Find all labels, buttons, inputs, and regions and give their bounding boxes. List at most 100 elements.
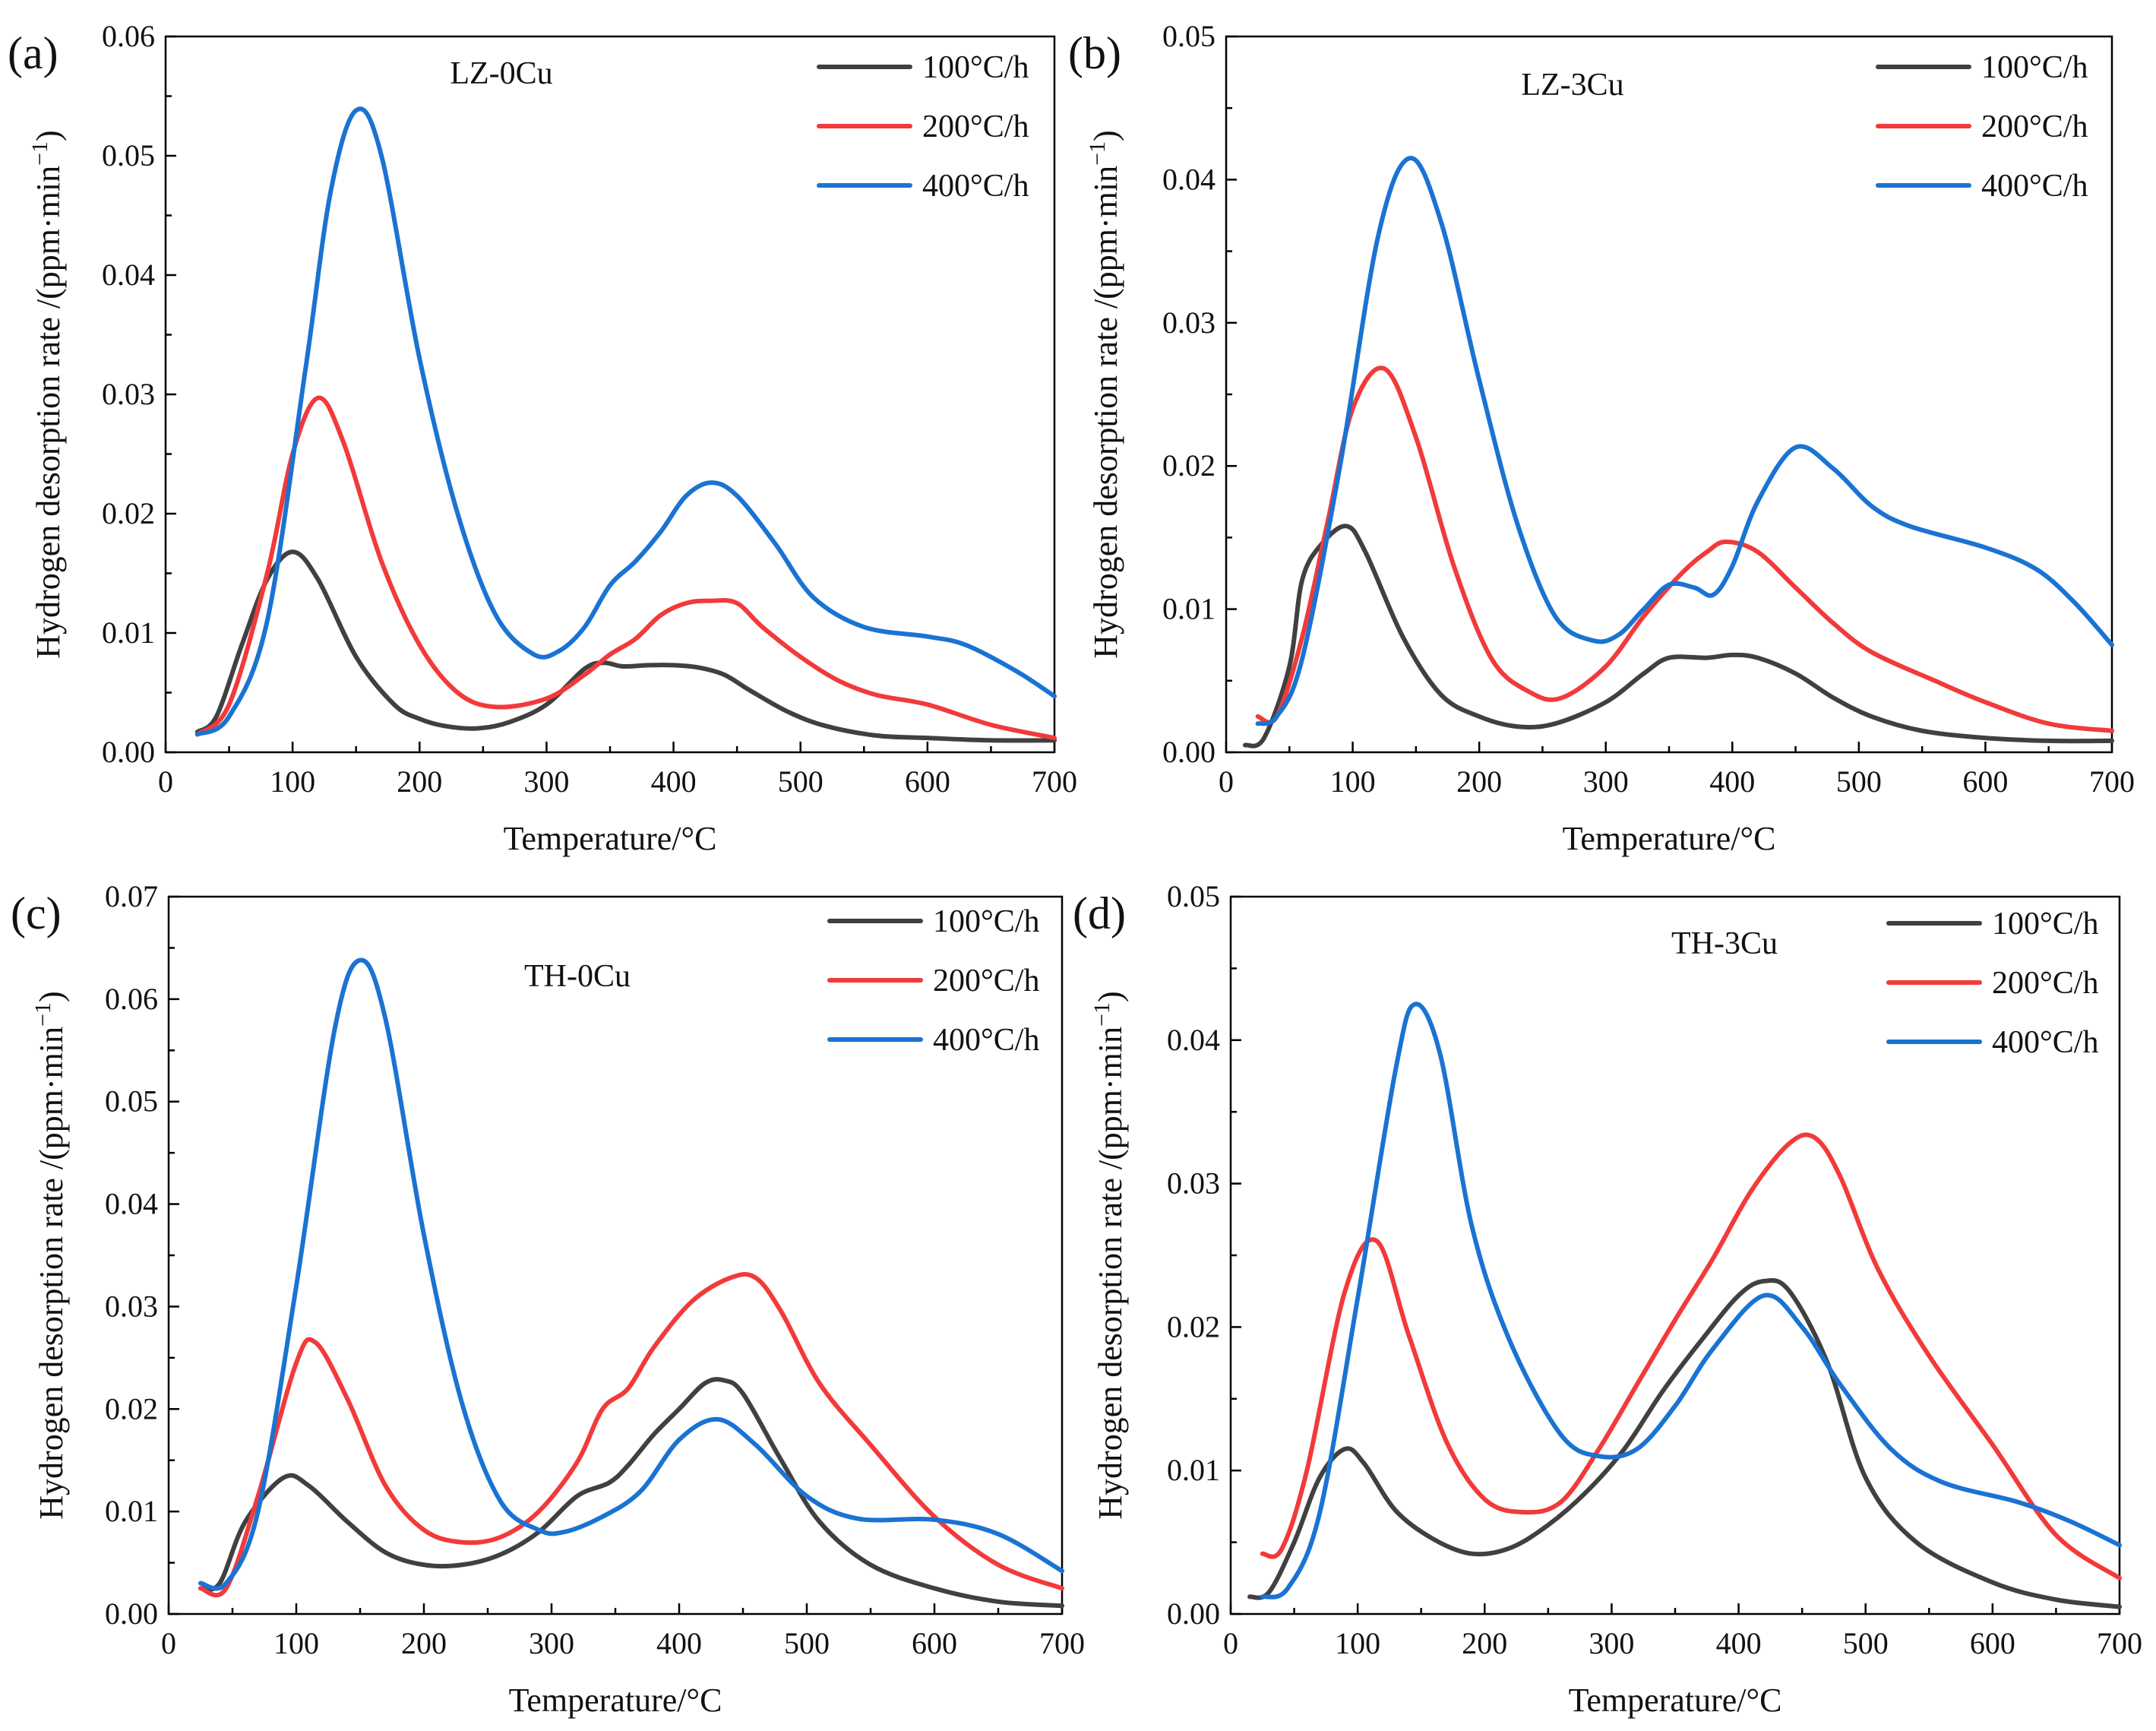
- x-tick-label: 400: [1716, 1626, 1762, 1660]
- series-line-100c-per-h: [198, 1377, 1064, 1609]
- y-tick-label: 0.01: [1167, 1453, 1220, 1487]
- x-tick-label: 300: [1583, 764, 1629, 799]
- y-axis-label-close: ): [1087, 130, 1124, 141]
- y-axis-label-main: Hydrogen desorption rate /(ppm·min: [33, 1027, 70, 1520]
- legend-label: 100°C/h: [1992, 907, 2098, 941]
- x-tick-label: 400: [656, 1626, 702, 1660]
- y-axis-label: Hydrogen desorption rate /(ppm·min−1): [30, 991, 70, 1519]
- x-tick-label: 700: [1039, 1626, 1085, 1660]
- y-tick-label: 0.04: [105, 1187, 158, 1221]
- x-tick-label: 300: [529, 1626, 574, 1660]
- legend-label: 400°C/h: [922, 169, 1029, 204]
- legend-label: 100°C/h: [1981, 50, 2088, 85]
- panel-letter: (d): [1073, 888, 1126, 938]
- y-tick-label: 0.06: [102, 19, 155, 53]
- x-tick-label: 500: [778, 764, 824, 799]
- y-tick-label: 0.00: [1162, 735, 1216, 769]
- x-tick-label: 400: [1709, 764, 1755, 799]
- x-tick-label: 200: [1456, 764, 1502, 799]
- series-line-200c-per-h: [1260, 1132, 2122, 1581]
- legend-label: 200°C/h: [1992, 966, 2098, 1001]
- x-tick-label: 0: [161, 1626, 176, 1660]
- series-line-100c-per-h: [194, 549, 1057, 743]
- chart-panel: 0 100 200 300 400 500 600 700 0.00 0.01 0.02 0.03 0.…: [1068, 19, 2135, 857]
- x-tick-label: 200: [401, 1626, 447, 1660]
- y-tick-label: 0.03: [102, 377, 155, 411]
- y-tick-label: 0.04: [1167, 1023, 1220, 1057]
- y-axis-label: Hydrogen desorption rate /(ppm·min−1): [1089, 991, 1129, 1519]
- y-axis-label-exponent: −1: [27, 141, 52, 166]
- x-tick-label: 700: [1032, 764, 1077, 799]
- y-tick-label: 0.03: [105, 1289, 158, 1323]
- x-tick-label: 500: [1843, 1626, 1889, 1660]
- legend-label: 400°C/h: [933, 1023, 1039, 1058]
- x-tick-label: 600: [905, 764, 950, 799]
- y-tick-label: 0.00: [105, 1597, 158, 1631]
- y-axis-label-exponent: −1: [30, 1002, 55, 1027]
- y-tick-label: 0.01: [1162, 592, 1216, 626]
- x-tick-label: 700: [2089, 764, 2135, 799]
- legend-label: 400°C/h: [1992, 1025, 2098, 1060]
- y-tick-label: 0.03: [1167, 1166, 1220, 1201]
- y-tick-label: 0.05: [1162, 19, 1216, 53]
- legend-label: 200°C/h: [1981, 109, 2088, 144]
- x-axis-label: Temperature/°C: [504, 820, 717, 857]
- x-tick-label: 200: [397, 764, 442, 799]
- chart-panel: 0 100 200 300 400 500 600 700 0.00 0.01 0.02 0.03 0.…: [8, 19, 1077, 857]
- sample-label: TH-3Cu: [1671, 926, 1778, 961]
- chart-panel: 0 100 200 300 400 500 600 700 0.00 0.01 0.02 0.03 0.…: [1073, 879, 2142, 1719]
- panel-letter: (c): [11, 888, 62, 938]
- x-tick-label: 600: [1962, 764, 2008, 799]
- y-axis-label-close: ): [30, 130, 67, 141]
- series-line-200c-per-h: [198, 1271, 1064, 1598]
- series-line-400c-per-h: [1255, 156, 2114, 726]
- sample-label: LZ-3Cu: [1521, 68, 1623, 103]
- x-tick-label: 400: [651, 764, 697, 799]
- legend-label: 400°C/h: [1981, 169, 2088, 204]
- y-tick-label: 0.05: [105, 1084, 158, 1119]
- panel-letter: (a): [8, 28, 58, 78]
- y-tick-label: 0.01: [105, 1494, 158, 1528]
- x-tick-label: 100: [1330, 764, 1376, 799]
- y-axis-label-close: ): [1092, 991, 1129, 1002]
- x-tick-label: 600: [1970, 1626, 2015, 1660]
- plot-frame: [164, 35, 1056, 754]
- series-line-400c-per-h: [194, 106, 1057, 737]
- panel-letter: (b): [1068, 28, 1121, 78]
- y-tick-label: 0.05: [1167, 879, 1220, 913]
- x-axis-label: Temperature/°C: [509, 1682, 722, 1719]
- y-axis-label-exponent: −1: [1089, 1002, 1114, 1027]
- x-tick-label: 100: [1335, 1626, 1380, 1660]
- y-tick-label: 0.00: [102, 735, 155, 769]
- sample-label: TH-0Cu: [524, 959, 631, 994]
- y-axis-label-main: Hydrogen desorption rate /(ppm·min: [30, 166, 67, 659]
- x-tick-label: 600: [912, 1626, 957, 1660]
- x-tick-label: 300: [1589, 1626, 1634, 1660]
- y-tick-label: 0.02: [102, 496, 155, 530]
- y-axis-label: Hydrogen desorption rate /(ppm·min−1): [27, 130, 67, 658]
- x-tick-label: 0: [158, 764, 173, 799]
- chart-panel: 0 100 200 300 400 500 600 700 0.00 0.01 0.02 0.03 0.…: [11, 879, 1085, 1719]
- x-axis-label: Temperature/°C: [1563, 820, 1776, 857]
- y-axis-label-exponent: −1: [1085, 141, 1110, 166]
- x-tick-label: 100: [270, 764, 315, 799]
- y-tick-label: 0.04: [1162, 162, 1216, 196]
- legend-label: 200°C/h: [922, 109, 1029, 144]
- y-tick-label: 0.04: [102, 258, 155, 292]
- y-tick-label: 0.06: [105, 982, 158, 1016]
- x-tick-label: 200: [1462, 1626, 1507, 1660]
- legend-label: 200°C/h: [933, 964, 1039, 998]
- y-tick-label: 0.02: [105, 1391, 158, 1426]
- y-axis-label-main: Hydrogen desorption rate /(ppm·min: [1087, 166, 1124, 659]
- legend-label: 100°C/h: [933, 904, 1039, 939]
- series-line-400c-per-h: [1260, 1002, 2122, 1600]
- x-tick-label: 500: [784, 1626, 830, 1660]
- y-tick-label: 0.07: [105, 879, 158, 913]
- y-tick-label: 0.00: [1167, 1597, 1220, 1631]
- x-axis-label: Temperature/°C: [1569, 1682, 1782, 1719]
- y-axis-label-close: ): [33, 991, 70, 1002]
- x-tick-label: 0: [1219, 764, 1234, 799]
- x-tick-label: 0: [1223, 1626, 1238, 1660]
- x-tick-label: 100: [273, 1626, 319, 1660]
